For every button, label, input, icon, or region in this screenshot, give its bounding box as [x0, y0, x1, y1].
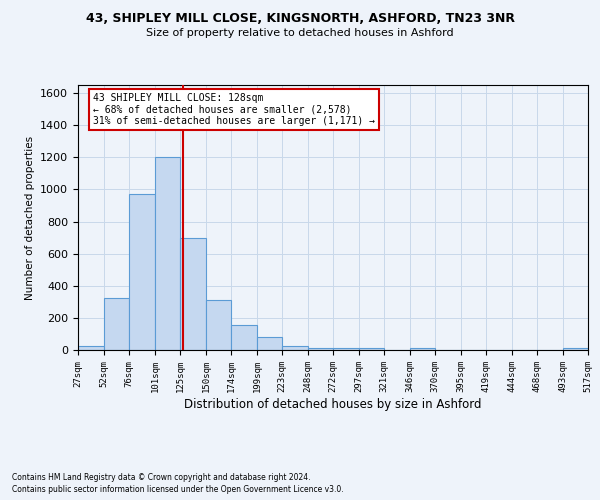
Y-axis label: Number of detached properties: Number of detached properties [25, 136, 35, 300]
Text: Contains HM Land Registry data © Crown copyright and database right 2024.: Contains HM Land Registry data © Crown c… [12, 472, 311, 482]
Bar [282, 346, 308, 350]
Bar [180, 238, 206, 350]
Bar [155, 158, 180, 350]
Bar [231, 325, 257, 350]
Bar [206, 300, 231, 350]
Bar [359, 348, 384, 350]
Bar [129, 194, 155, 350]
Text: Contains public sector information licensed under the Open Government Licence v3: Contains public sector information licen… [12, 485, 344, 494]
Bar [104, 298, 129, 350]
Bar [78, 346, 104, 350]
Bar [563, 348, 588, 350]
Text: Size of property relative to detached houses in Ashford: Size of property relative to detached ho… [146, 28, 454, 38]
Bar [308, 348, 333, 350]
Bar [333, 348, 359, 350]
Bar [257, 337, 282, 350]
Text: 43, SHIPLEY MILL CLOSE, KINGSNORTH, ASHFORD, TN23 3NR: 43, SHIPLEY MILL CLOSE, KINGSNORTH, ASHF… [86, 12, 515, 26]
Bar [410, 348, 435, 350]
Text: 43 SHIPLEY MILL CLOSE: 128sqm
← 68% of detached houses are smaller (2,578)
31% o: 43 SHIPLEY MILL CLOSE: 128sqm ← 68% of d… [94, 93, 376, 126]
X-axis label: Distribution of detached houses by size in Ashford: Distribution of detached houses by size … [184, 398, 482, 410]
